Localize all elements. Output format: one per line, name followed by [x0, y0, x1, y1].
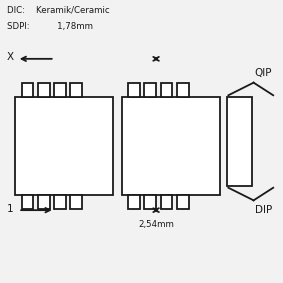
Bar [128, 83, 140, 97]
Bar [227, 97, 252, 186]
Bar [177, 195, 188, 209]
Text: QIP: QIP [255, 68, 272, 78]
Bar [144, 83, 156, 97]
Text: 2,54mm: 2,54mm [138, 220, 174, 229]
Bar [54, 83, 66, 97]
Text: DIC:    Keramik/Ceramic: DIC: Keramik/Ceramic [7, 6, 110, 15]
Text: DIP: DIP [255, 205, 272, 215]
Bar [38, 195, 50, 209]
Text: SDPI:          1,78mm: SDPI: 1,78mm [7, 22, 93, 31]
Bar [38, 83, 50, 97]
Bar [128, 195, 140, 209]
Bar [22, 195, 33, 209]
Bar [160, 83, 172, 97]
Bar [70, 83, 82, 97]
Text: X: X [7, 52, 14, 63]
Bar [122, 97, 220, 195]
Bar [54, 195, 66, 209]
Bar [70, 195, 82, 209]
Bar [22, 83, 33, 97]
Bar [177, 83, 188, 97]
Bar [144, 195, 156, 209]
Text: 1: 1 [7, 204, 13, 214]
Bar [160, 195, 172, 209]
Bar [15, 97, 113, 195]
